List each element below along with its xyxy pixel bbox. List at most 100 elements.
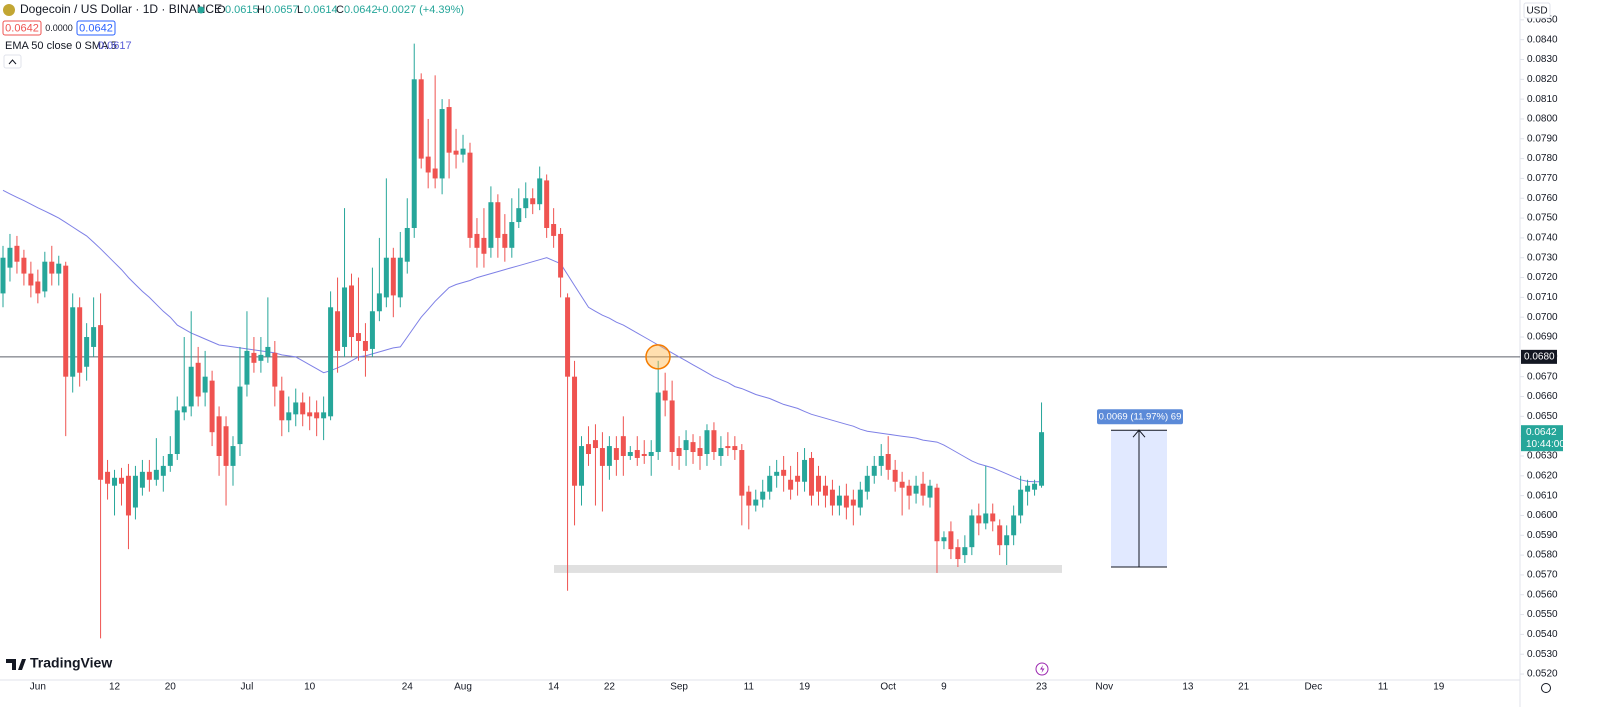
candle-body — [690, 442, 696, 453]
x-tick-label: Aug — [454, 682, 472, 693]
candle-body — [467, 152, 473, 238]
candle-body — [174, 410, 180, 454]
candle-body — [439, 109, 445, 179]
candle-body — [28, 273, 34, 286]
currency-button[interactable] — [1523, 2, 1551, 19]
candle-body — [627, 452, 633, 456]
candle-body — [592, 440, 598, 449]
candle-body — [453, 150, 459, 155]
candle-body — [146, 471, 152, 480]
candle-body — [195, 362, 201, 397]
candle-body — [509, 222, 515, 248]
candle-body — [544, 180, 550, 228]
candle-body — [788, 479, 794, 490]
candle-body — [160, 465, 166, 476]
events-bolt — [1040, 665, 1045, 673]
y-tick-label: 0.0620 — [1527, 470, 1558, 481]
y-tick-label: 0.0630 — [1527, 451, 1558, 462]
ask-box[interactable] — [76, 20, 116, 36]
x-tick-label: Nov — [1095, 682, 1113, 693]
candle-body — [927, 485, 933, 498]
candle-body — [850, 499, 856, 506]
collapse-icon — [8, 59, 17, 65]
y-tick-label: 0.0520 — [1527, 669, 1558, 680]
candle-body — [460, 148, 466, 155]
candle-body — [390, 257, 396, 296]
candle-body — [418, 79, 424, 159]
candle-body — [809, 457, 815, 496]
ema-line — [2, 189, 1042, 483]
x-tick-label: 12 — [109, 682, 121, 693]
candle-body — [188, 366, 194, 407]
candle-body — [767, 475, 773, 492]
ohlc-value: 0.0614 — [304, 4, 338, 16]
candle-body — [481, 237, 487, 254]
candle-body — [307, 412, 313, 417]
candle-body — [899, 481, 905, 488]
y-tick-label: 0.0570 — [1527, 570, 1558, 581]
settings-icon[interactable] — [1541, 683, 1551, 693]
candle-body — [732, 446, 738, 451]
ohlc-value: 0.0657 — [265, 4, 299, 16]
x-tick-label: 24 — [402, 682, 414, 693]
candle-body — [362, 340, 368, 351]
candle-body — [857, 489, 863, 508]
x-tick-label: 13 — [1182, 682, 1194, 693]
y-tick-label: 0.0650 — [1527, 411, 1558, 422]
candle-body — [718, 448, 724, 456]
candle-body — [209, 380, 215, 433]
candle-body — [551, 224, 557, 236]
candle-body — [990, 513, 996, 522]
candle-body — [223, 426, 229, 466]
ohlc-change: +0.0027 (+4.39%) — [376, 4, 464, 16]
candle-body — [335, 311, 341, 351]
candle-body — [558, 233, 564, 278]
y-tick-label: 0.0600 — [1527, 510, 1558, 521]
market-status — [197, 6, 205, 14]
collapse-button[interactable] — [3, 54, 22, 69]
y-tick-label: 0.0810 — [1527, 94, 1558, 105]
candle-body — [272, 352, 278, 387]
y-tick-label: 0.0780 — [1527, 153, 1558, 164]
x-tick-label: Jul — [241, 682, 254, 693]
bid-box[interactable] — [2, 20, 42, 36]
y-tick-label: 0.0740 — [1527, 233, 1558, 244]
candle-body — [523, 198, 529, 209]
candle-body — [49, 261, 55, 274]
candle-body — [35, 281, 41, 294]
candle-body — [941, 537, 947, 542]
x-tick-label: Dec — [1304, 682, 1322, 693]
candle-body — [202, 376, 208, 393]
candle-body — [969, 515, 975, 548]
candle-body — [864, 475, 870, 492]
candle-body — [697, 448, 703, 456]
y-tick-label: 0.0760 — [1527, 193, 1558, 204]
candle-body — [934, 487, 940, 542]
x-tick-label: 11 — [1378, 682, 1389, 693]
candle-body — [634, 450, 640, 458]
y-tick-label: 0.0580 — [1527, 550, 1558, 561]
measure-label: 0.0069 (11.97%) 69 — [1099, 412, 1182, 423]
indicator-name: EMA 50 close 0 SMA 5 — [5, 40, 117, 52]
y-tick-label: 0.0770 — [1527, 173, 1558, 184]
bid-price: 0.0642 — [5, 22, 39, 34]
brand-logo — [6, 659, 26, 670]
candle-body — [983, 513, 989, 524]
candle-body — [244, 350, 250, 385]
candle-body — [746, 491, 752, 506]
candle-body — [1025, 485, 1031, 492]
y-tick-label: 0.0820 — [1527, 74, 1558, 85]
candle-body — [1032, 483, 1038, 490]
candle-body — [683, 440, 689, 451]
candle-body — [84, 337, 90, 367]
candle-body — [613, 448, 619, 460]
candle-body — [112, 477, 118, 486]
candle-body — [997, 525, 1003, 546]
candle-body — [802, 459, 808, 482]
candle-body — [139, 471, 145, 488]
y-tick-label: 0.0530 — [1527, 649, 1558, 660]
candle-body — [516, 208, 522, 223]
candle-body — [739, 450, 745, 496]
candle-body — [620, 436, 626, 456]
candle-body — [913, 485, 919, 494]
